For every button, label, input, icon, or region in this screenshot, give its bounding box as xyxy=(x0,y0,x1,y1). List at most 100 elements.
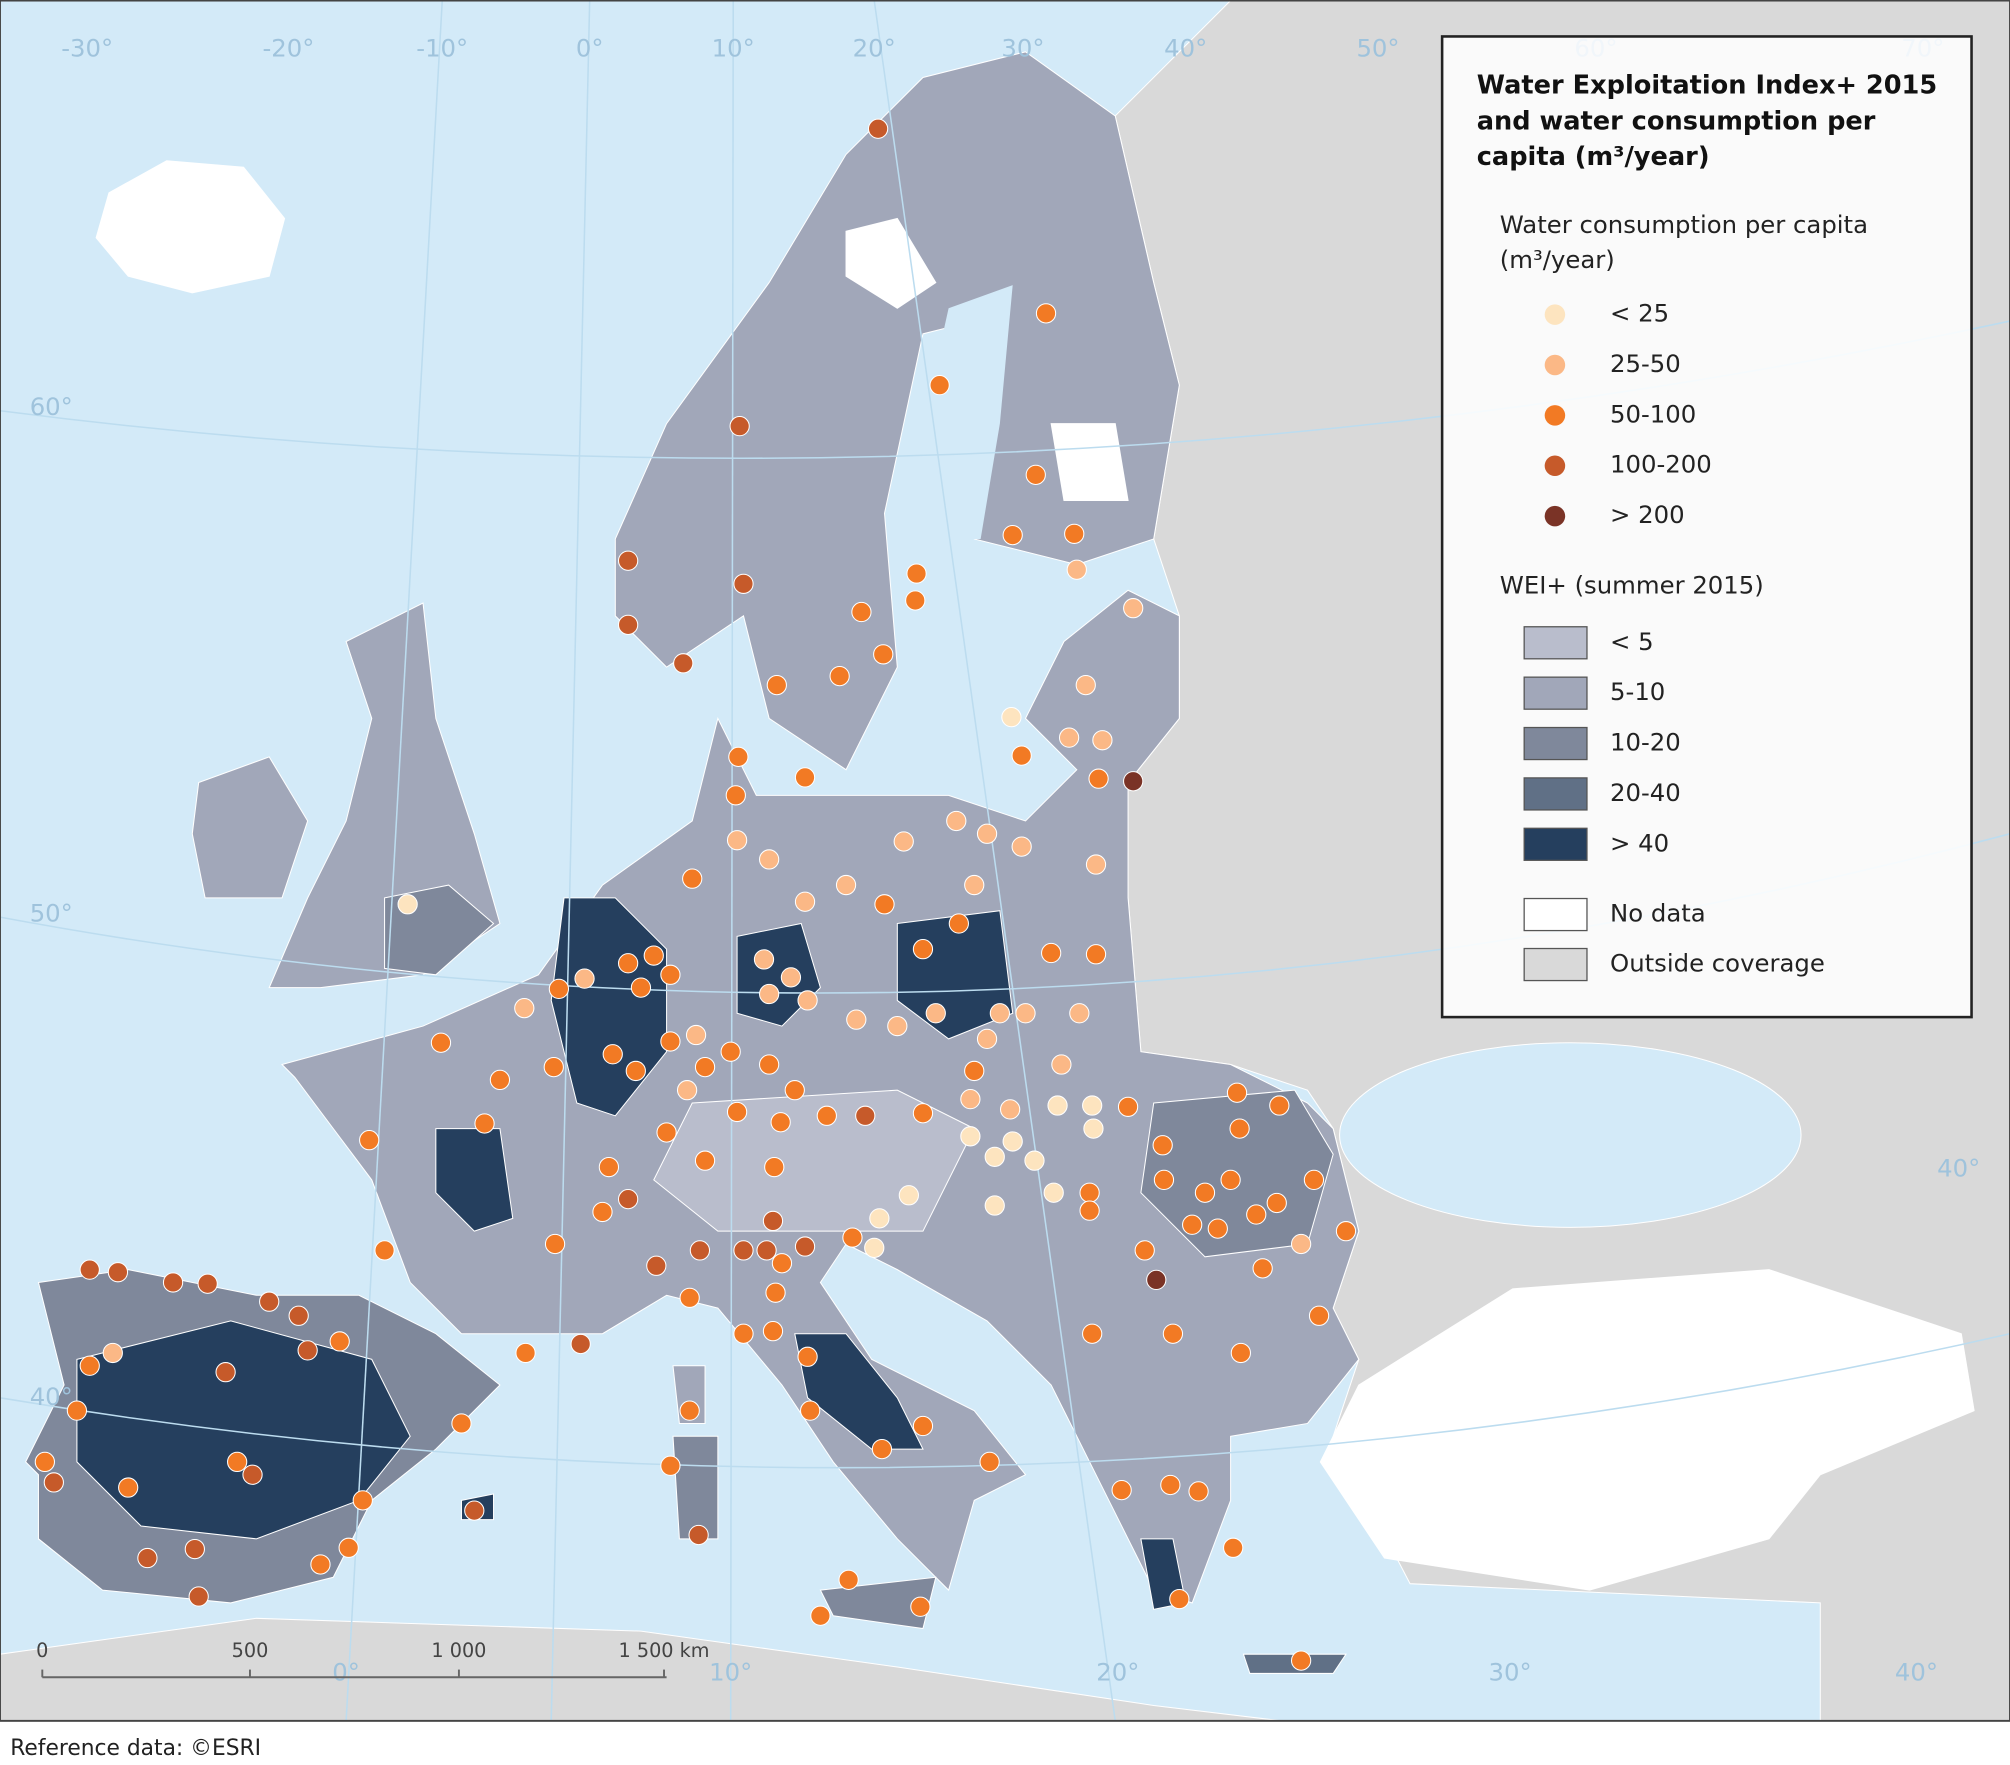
legend-items: Water Exploitation Index+ 2015 and water … xyxy=(1477,70,1937,982)
consumption-point xyxy=(574,968,595,989)
consumption-point xyxy=(979,1451,1000,1473)
consumption-point xyxy=(514,997,535,1019)
consumption-point xyxy=(871,1438,893,1460)
scale-label: 500 xyxy=(232,1639,269,1662)
consumption-point xyxy=(1223,1537,1244,1558)
consumption-point xyxy=(660,964,681,985)
sardinia xyxy=(672,1435,719,1540)
legend-swatch xyxy=(1523,777,1588,811)
consumption-point xyxy=(1035,303,1057,324)
consumption-point xyxy=(867,118,889,139)
consumption-point xyxy=(288,1305,309,1326)
scale-label: 1 500 km xyxy=(619,1639,710,1662)
turkey-no-data xyxy=(1319,1269,1975,1591)
consumption-point xyxy=(1269,1095,1290,1116)
consumption-point xyxy=(602,1044,623,1065)
consumption-point xyxy=(989,1003,1010,1024)
consumption-point xyxy=(79,1355,100,1376)
consumption-point xyxy=(1153,1169,1175,1191)
legend-label: Outside coverage xyxy=(1610,949,1825,978)
consumption-point xyxy=(976,823,998,844)
consumption-point xyxy=(1169,1588,1190,1610)
legend-swatch xyxy=(1523,897,1588,932)
consumption-point xyxy=(1079,1200,1100,1221)
consumption-point xyxy=(643,945,664,966)
graticule-label: 40° xyxy=(1895,1657,1938,1686)
consumption-point xyxy=(1207,1218,1228,1239)
consumption-point xyxy=(1123,771,1144,792)
legend-label: 20-40 xyxy=(1610,778,1681,807)
graticule-line xyxy=(550,0,591,1721)
consumption-point xyxy=(762,1210,784,1232)
consumption-point xyxy=(1082,1095,1103,1116)
consumption-point xyxy=(1041,942,1062,964)
consumption-point xyxy=(1083,1118,1104,1139)
consumption-point xyxy=(1290,1650,1312,1671)
consumption-point xyxy=(800,1400,821,1421)
consumption-point xyxy=(1011,745,1032,766)
consumption-point xyxy=(1002,524,1023,546)
consumption-point xyxy=(764,1156,785,1178)
consumption-point xyxy=(794,1236,816,1257)
consumption-point xyxy=(1290,1233,1312,1255)
consumption-point xyxy=(797,1346,818,1367)
legend-swatch xyxy=(1523,947,1588,982)
legend-box xyxy=(1440,35,1973,1019)
consumption-point xyxy=(1194,1182,1216,1203)
consumption-point xyxy=(1226,1082,1248,1103)
consumption-point xyxy=(34,1451,55,1473)
consumption-point xyxy=(1088,768,1109,789)
consumption-point xyxy=(1182,1214,1203,1235)
consumption-point xyxy=(374,1240,395,1261)
consumption-point xyxy=(720,1041,741,1062)
consumption-point xyxy=(984,1146,1005,1167)
consumption-point xyxy=(910,1596,931,1617)
graticule-label: 30° xyxy=(1488,1657,1531,1686)
no-data-area xyxy=(845,217,937,309)
graticule-label: 50° xyxy=(1356,33,1399,62)
consumption-point xyxy=(780,967,802,988)
consumption-point xyxy=(66,1400,88,1421)
graticule-line xyxy=(345,0,444,1721)
legend-swatch xyxy=(1523,626,1588,660)
consumption-point xyxy=(925,1003,946,1024)
consumption-point xyxy=(1246,1204,1267,1225)
consumption-point xyxy=(660,1455,681,1476)
graticule-labels: -30°-20°-10°0°10°20°30°40°50°60°70°60°50… xyxy=(30,33,1981,1686)
scale-bar: 0 500 1 000 1 500 km xyxy=(36,1639,710,1679)
consumption-point xyxy=(946,810,967,832)
consumption-point xyxy=(1051,1054,1072,1075)
legend-label: 10-20 xyxy=(1610,728,1681,757)
consumption-point xyxy=(873,644,894,665)
consumption-point xyxy=(905,590,926,611)
consumption-point xyxy=(1025,464,1046,485)
graticule-line xyxy=(873,0,1117,1721)
consumption-point xyxy=(679,1400,700,1421)
consumption-point xyxy=(810,1605,831,1626)
graticule-line xyxy=(0,1332,2010,1469)
consumption-point xyxy=(329,1331,350,1352)
consumption-point xyxy=(794,767,816,788)
consumption-point xyxy=(1015,1003,1036,1024)
consumption-point xyxy=(765,1282,786,1303)
consumption-point xyxy=(1082,1323,1103,1344)
graticule-label: 40° xyxy=(1937,1154,1980,1183)
consumption-point xyxy=(869,1208,890,1229)
consumption-point xyxy=(694,1056,716,1078)
consumption-point xyxy=(118,1477,139,1498)
consumption-point xyxy=(1000,1099,1021,1120)
consumption-point xyxy=(964,874,985,896)
legend-label: > 40 xyxy=(1610,828,1669,857)
legend-label: 25-50 xyxy=(1610,349,1681,378)
consumption-point xyxy=(1160,1474,1181,1496)
legend-subtitle: (m³/year) xyxy=(1500,245,1615,274)
consumption-point xyxy=(617,614,639,635)
consumption-point xyxy=(912,1415,934,1437)
graticule-label: 50° xyxy=(30,899,73,928)
scandinavia xyxy=(614,51,1180,771)
graticule-line xyxy=(729,0,735,1721)
consumption-point xyxy=(893,831,914,852)
consumption-point xyxy=(1188,1481,1209,1502)
consumption-point xyxy=(548,978,570,1000)
